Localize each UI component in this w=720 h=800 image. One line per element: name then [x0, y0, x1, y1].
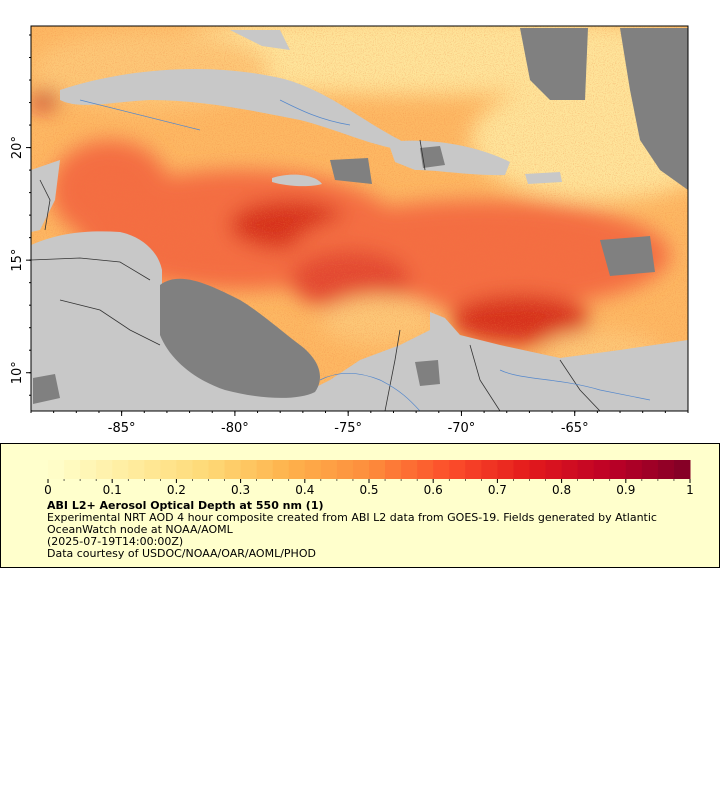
colorbar-step	[128, 460, 145, 479]
colorbar-tick-label: 0.8	[552, 483, 571, 497]
x-tick-label: -75°	[334, 421, 362, 436]
map-panel: -85° -80° -75° -70° -65° 10° 15° 20°	[10, 25, 689, 436]
colorbar-step	[497, 460, 514, 479]
colorbar-step	[481, 460, 498, 479]
colorbar-step	[369, 460, 386, 479]
colorbar-step	[529, 460, 547, 479]
y-tick-label: 10°	[10, 361, 25, 384]
colorbar-step	[304, 460, 322, 479]
no-data-lake	[415, 360, 440, 386]
no-data-regions	[33, 28, 688, 404]
colorbar-ticks: 0 0.1 0.2 0.3 0.4 0.5 0.6 0.7 0.8 0.9 1	[44, 479, 694, 497]
colorbar-step	[561, 460, 579, 479]
colorbar-step	[208, 460, 226, 479]
legend-title: ABI L2+ Aerosol Optical Depth at 550 nm …	[47, 499, 324, 512]
x-axis: -85° -80° -75° -70° -65°	[30, 411, 689, 436]
colorbar: 0 0.1 0.2 0.3 0.4 0.5 0.6 0.7 0.8 0.9 1	[44, 460, 694, 497]
belize-yucatan	[31, 160, 60, 232]
colorbar-step	[224, 460, 242, 479]
colorbar-step	[513, 460, 530, 479]
colorbar-tick-label: 1	[686, 483, 694, 497]
colorbar-step	[176, 460, 193, 479]
colorbar-step	[80, 460, 97, 479]
colorbar-step	[385, 460, 402, 479]
x-tick-label: -65°	[561, 421, 589, 436]
colorbar-step	[609, 460, 627, 479]
jamaica	[272, 174, 322, 187]
hispaniola	[388, 140, 510, 176]
legend-description: Experimental NRT AOD 4 hour composite cr…	[47, 511, 657, 536]
colorbar-tick-label: 0.1	[103, 483, 122, 497]
y-tick-label: 20°	[10, 136, 25, 159]
no-data-cloud-e	[620, 28, 688, 190]
no-data-caribbean-coast	[160, 278, 320, 398]
colorbar-tick-label: 0.4	[295, 483, 314, 497]
colorbar-tick-label: 0.3	[231, 483, 250, 497]
florida-keys	[230, 30, 290, 50]
colorbar-step	[593, 460, 611, 479]
colorbar-tick-label: 0	[44, 483, 52, 497]
colorbar-tick-label: 0.6	[424, 483, 443, 497]
colorbar-step	[673, 460, 691, 479]
colorbar-step	[96, 460, 113, 479]
colorbar-step	[320, 460, 338, 479]
colorbar-step	[272, 460, 290, 479]
colorbar-step	[48, 460, 65, 479]
no-data-mid-east	[600, 236, 655, 276]
country-borders	[31, 139, 601, 411]
colorbar-step	[256, 460, 274, 479]
colorbar-step	[465, 460, 482, 479]
no-data-lake-2	[33, 374, 60, 404]
aod-map: -85° -80° -75° -70° -65° 10° 15° 20°	[10, 25, 689, 436]
legend-text: ABI L2+ Aerosol Optical Depth at 550 nm …	[47, 500, 707, 560]
colorbar-step	[449, 460, 466, 479]
no-data-cloud-cuba	[330, 158, 372, 184]
no-data-cloud-haiti	[420, 146, 445, 168]
colorbar-step	[401, 460, 418, 479]
colorbar-step	[112, 460, 129, 479]
colorbar-step	[545, 460, 563, 479]
colorbar-step	[352, 460, 370, 479]
rivers	[79, 99, 651, 411]
colorbar-step	[160, 460, 177, 479]
colorbar-tick-label: 0.2	[167, 483, 186, 497]
colorbar-step	[336, 460, 354, 479]
y-axis: 10° 15° 20°	[10, 34, 31, 396]
legend-time: (2025-07-19T14:00:00Z)	[47, 535, 184, 548]
map-frame	[30, 25, 689, 412]
colorbar-step	[417, 460, 434, 479]
colorbar-step	[192, 460, 209, 479]
puerto-rico	[525, 172, 562, 184]
legend-credit: Data courtesy of USDOC/NOAA/OAR/AOML/PHO…	[47, 547, 316, 560]
no-data-cloud-ne	[520, 28, 588, 100]
colorbar-step	[433, 460, 450, 479]
colorbar-step	[641, 460, 659, 479]
colorbar-step	[240, 460, 258, 479]
colorbar-step	[144, 460, 161, 479]
colorbar-step	[288, 460, 306, 479]
x-tick-label: -85°	[108, 421, 136, 436]
x-tick-label: -70°	[448, 421, 476, 436]
colorbar-step	[657, 460, 675, 479]
x-tick-label: -80°	[221, 421, 249, 436]
colorbar-tick-label: 0.5	[359, 483, 378, 497]
colorbar-tick-label: 0.7	[488, 483, 507, 497]
colorbar-step	[625, 460, 643, 479]
colorbar-step	[64, 460, 81, 479]
legend-panel: 0 0.1 0.2 0.3 0.4 0.5 0.6 0.7 0.8 0.9 1	[0, 443, 720, 568]
y-tick-label: 15°	[10, 249, 25, 272]
colorbar-tick-label: 0.9	[616, 483, 635, 497]
colorbar-steps	[48, 460, 691, 479]
cuba	[60, 68, 410, 150]
colorbar-step	[577, 460, 595, 479]
